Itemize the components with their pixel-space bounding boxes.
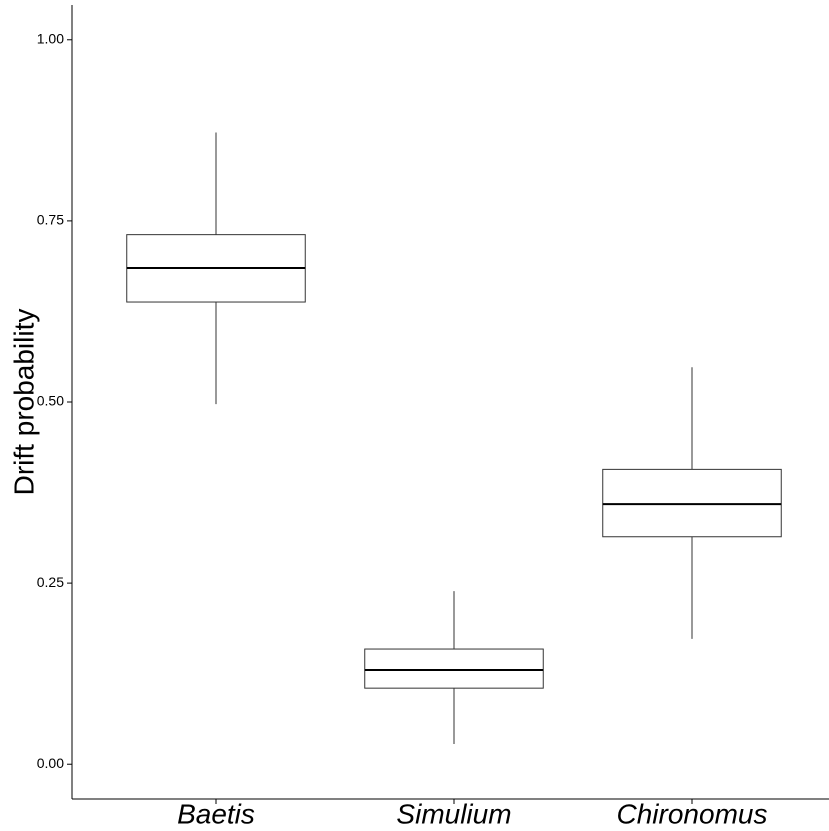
x-tick-label: Chironomus [617, 798, 768, 829]
y-tick-label: 1.00 [37, 30, 64, 46]
box [602, 468, 782, 538]
y-axis-title: Drift probability [8, 309, 39, 496]
y-tick-label: 0.25 [37, 574, 64, 590]
box [364, 648, 544, 689]
x-tick-label: Simulium [396, 798, 511, 829]
x-tick-label: Baetis [177, 798, 255, 829]
y-tick-label: 0.50 [37, 393, 64, 409]
y-tick-label: 0.75 [37, 212, 64, 228]
y-tick-label: 0.00 [37, 755, 64, 771]
